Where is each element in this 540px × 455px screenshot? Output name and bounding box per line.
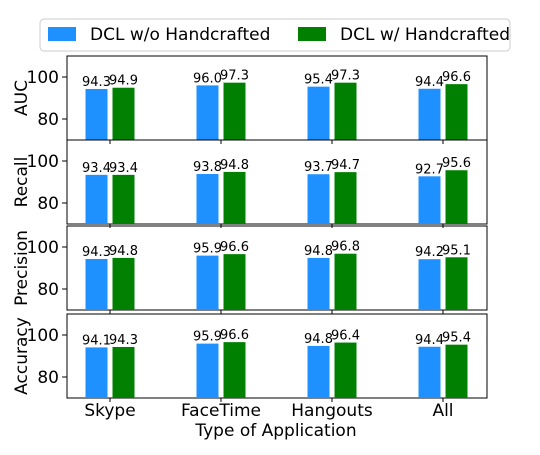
legend: DCL w/o Handcrafted DCL w/ Handcrafted [39,18,511,52]
bar-without-handcrafted [196,174,219,224]
data-label: 95.4 [304,73,333,88]
bar-without-handcrafted [418,88,441,140]
bar-without-handcrafted [85,258,108,310]
bar-without-handcrafted [418,259,441,310]
bar-with-handcrafted [445,344,468,398]
bar-with-handcrafted [112,174,135,224]
data-label: 95.4 [442,331,471,346]
y-tick-label: 100 [27,326,59,346]
y-tick-label: 80 [37,194,59,214]
data-label: 94.3 [82,245,111,260]
legend-swatch-with-handcrafted [298,27,326,41]
legend-swatch-without-handcrafted [48,27,76,41]
bar-without-handcrafted [196,255,219,310]
bar-without-handcrafted [196,85,219,140]
data-label: 97.3 [220,69,249,84]
x-tick-label: Hangouts [291,401,373,421]
y-tick-label: 100 [27,238,59,258]
bar-without-handcrafted [418,176,441,224]
x-tick-label: Skype [84,401,135,421]
x-axis-label: Type of Application [194,421,356,441]
data-label: 96.6 [220,240,249,255]
bar-with-handcrafted [334,172,357,224]
bar-with-handcrafted [223,171,246,224]
data-label: 95.9 [193,242,222,257]
data-label: 96.6 [220,328,249,343]
data-label: 94.1 [82,333,111,348]
data-label: 94.3 [109,333,138,348]
data-label: 93.7 [304,160,333,175]
bar-with-handcrafted [445,84,468,140]
data-label: 95.9 [193,330,222,345]
legend-frame [39,18,511,52]
data-label: 93.8 [193,160,222,175]
panel-frame [66,139,488,225]
legend-label-with-handcrafted: DCL w/ Handcrafted [340,25,510,45]
data-label: 94.9 [109,74,138,89]
bar-with-handcrafted [334,253,357,310]
data-label: 94.8 [304,244,333,259]
bar-without-handcrafted [85,88,108,140]
bar-without-handcrafted [196,343,219,398]
x-tick-label: All [432,401,453,421]
data-label: 93.4 [109,161,138,176]
y-axis-label: Precision [12,230,32,306]
data-label: 94.4 [415,75,444,90]
data-label: 94.7 [331,158,360,173]
data-label: 95.6 [442,156,471,171]
bar-with-handcrafted [334,82,357,140]
bar-with-handcrafted [112,87,135,140]
data-label: 93.4 [82,161,111,176]
x-tick-label: FaceTime [181,401,261,421]
y-axis-label: Recall [12,157,32,208]
bar-with-handcrafted [223,254,246,310]
data-label: 92.7 [415,162,444,177]
y-tick-label: 80 [37,368,59,388]
y-tick-label: 80 [37,280,59,300]
bar-without-handcrafted [418,346,441,398]
data-label: 94.8 [109,244,138,259]
data-label: 94.4 [415,333,444,348]
data-label: 94.8 [220,158,249,173]
y-tick-label: 100 [27,68,59,88]
y-tick-label: 100 [27,152,59,172]
legend-label-without-handcrafted: DCL w/o Handcrafted [90,25,270,45]
y-axis-label: Accuracy [12,317,32,395]
bar-without-handcrafted [307,174,330,224]
data-label: 96.0 [193,71,222,86]
bar-without-handcrafted [307,86,330,140]
bar-with-handcrafted [445,257,468,310]
bar-without-handcrafted [85,347,108,398]
data-label: 96.4 [331,329,360,344]
data-label: 97.3 [331,69,360,84]
bar-with-handcrafted [223,342,246,398]
panel-frame [66,313,488,399]
bar-with-handcrafted [223,82,246,140]
bar-with-handcrafted [334,342,357,398]
data-label: 94.3 [82,75,111,90]
panel-frame [66,225,488,311]
bar-with-handcrafted [112,346,135,398]
data-label: 94.8 [304,332,333,347]
bar-without-handcrafted [307,345,330,398]
data-label: 96.8 [331,240,360,255]
y-tick-label: 80 [37,110,59,130]
bar-with-handcrafted [112,257,135,310]
data-label: 94.2 [415,245,444,260]
bar-with-handcrafted [445,170,468,224]
data-label: 95.1 [442,243,471,258]
bar-without-handcrafted [307,257,330,310]
y-axis-label: AUC [12,80,32,116]
data-label: 96.6 [442,70,471,85]
bar-without-handcrafted [85,174,108,224]
